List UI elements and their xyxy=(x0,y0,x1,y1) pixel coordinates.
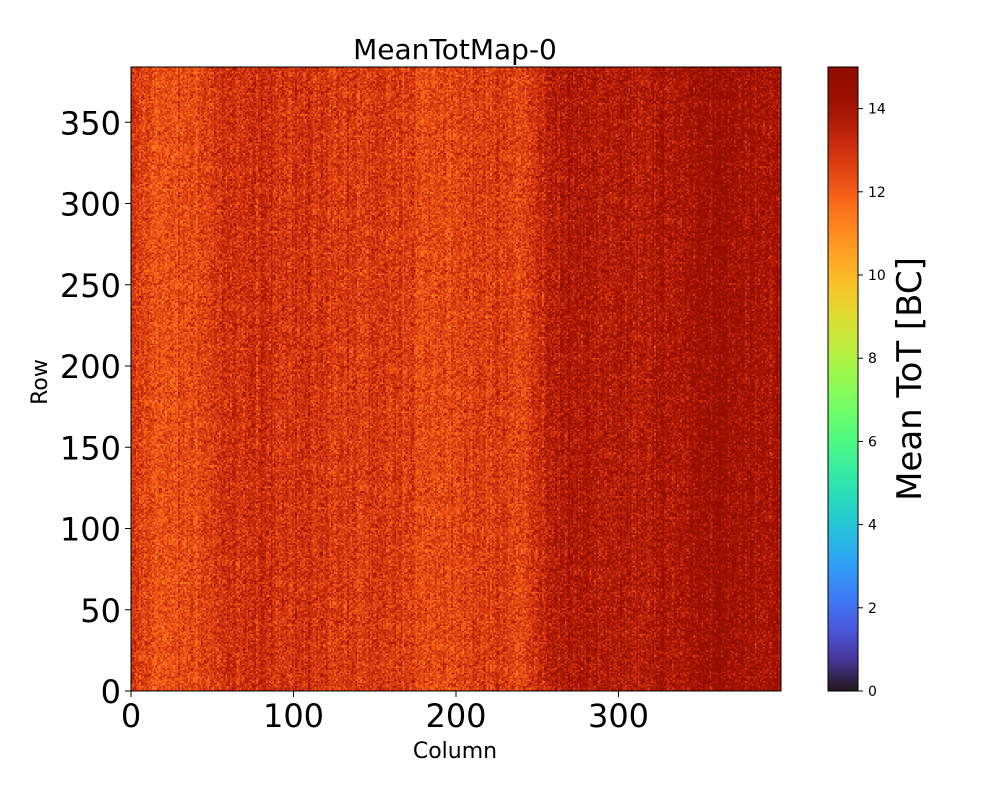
x-tick-label: 300 xyxy=(588,697,649,735)
heatmap-plot-area xyxy=(130,66,782,692)
y-tick-label: 250 xyxy=(60,267,121,305)
y-tick-label: 150 xyxy=(60,429,121,467)
colorbar-tick-label: 8 xyxy=(868,351,877,367)
x-tick-label: 0 xyxy=(121,697,141,735)
colorbar-gradient xyxy=(827,66,859,692)
colorbar-tick-label: 2 xyxy=(868,601,877,617)
colorbar: 0 2 4 6 8 10 12 14 Mean ToT [BC] xyxy=(827,66,930,700)
heatmap-image xyxy=(131,67,781,691)
colorbar-tick-label: 12 xyxy=(868,185,886,201)
x-axis-label: Column xyxy=(413,739,497,764)
y-tick-label: 100 xyxy=(60,511,121,549)
y-axis: 0 50 100 150 200 250 300 350 xyxy=(60,104,131,711)
colorbar-tick-label: 10 xyxy=(868,268,886,284)
colorbar-tick-label: 0 xyxy=(868,684,877,700)
y-tick-label: 200 xyxy=(60,348,121,386)
chart-title: MeanTotMap-0 xyxy=(353,33,557,66)
colorbar-label: Mean ToT [BC] xyxy=(890,257,930,501)
y-axis-label: Row xyxy=(28,359,53,405)
colorbar-tick-label: 6 xyxy=(868,434,877,450)
y-tick-label: 300 xyxy=(60,186,121,224)
x-tick-label: 200 xyxy=(425,697,486,735)
colorbar-tick-label: 4 xyxy=(868,518,877,534)
colorbar-ticks: 0 2 4 6 8 10 12 14 xyxy=(858,102,886,700)
y-tick-label: 0 xyxy=(101,673,121,711)
y-tick-label: 50 xyxy=(80,592,121,630)
x-axis: 0 100 200 300 xyxy=(121,691,649,735)
x-tick-label: 100 xyxy=(263,697,324,735)
colorbar-tick-label: 14 xyxy=(868,102,886,118)
y-tick-label: 350 xyxy=(60,104,121,142)
